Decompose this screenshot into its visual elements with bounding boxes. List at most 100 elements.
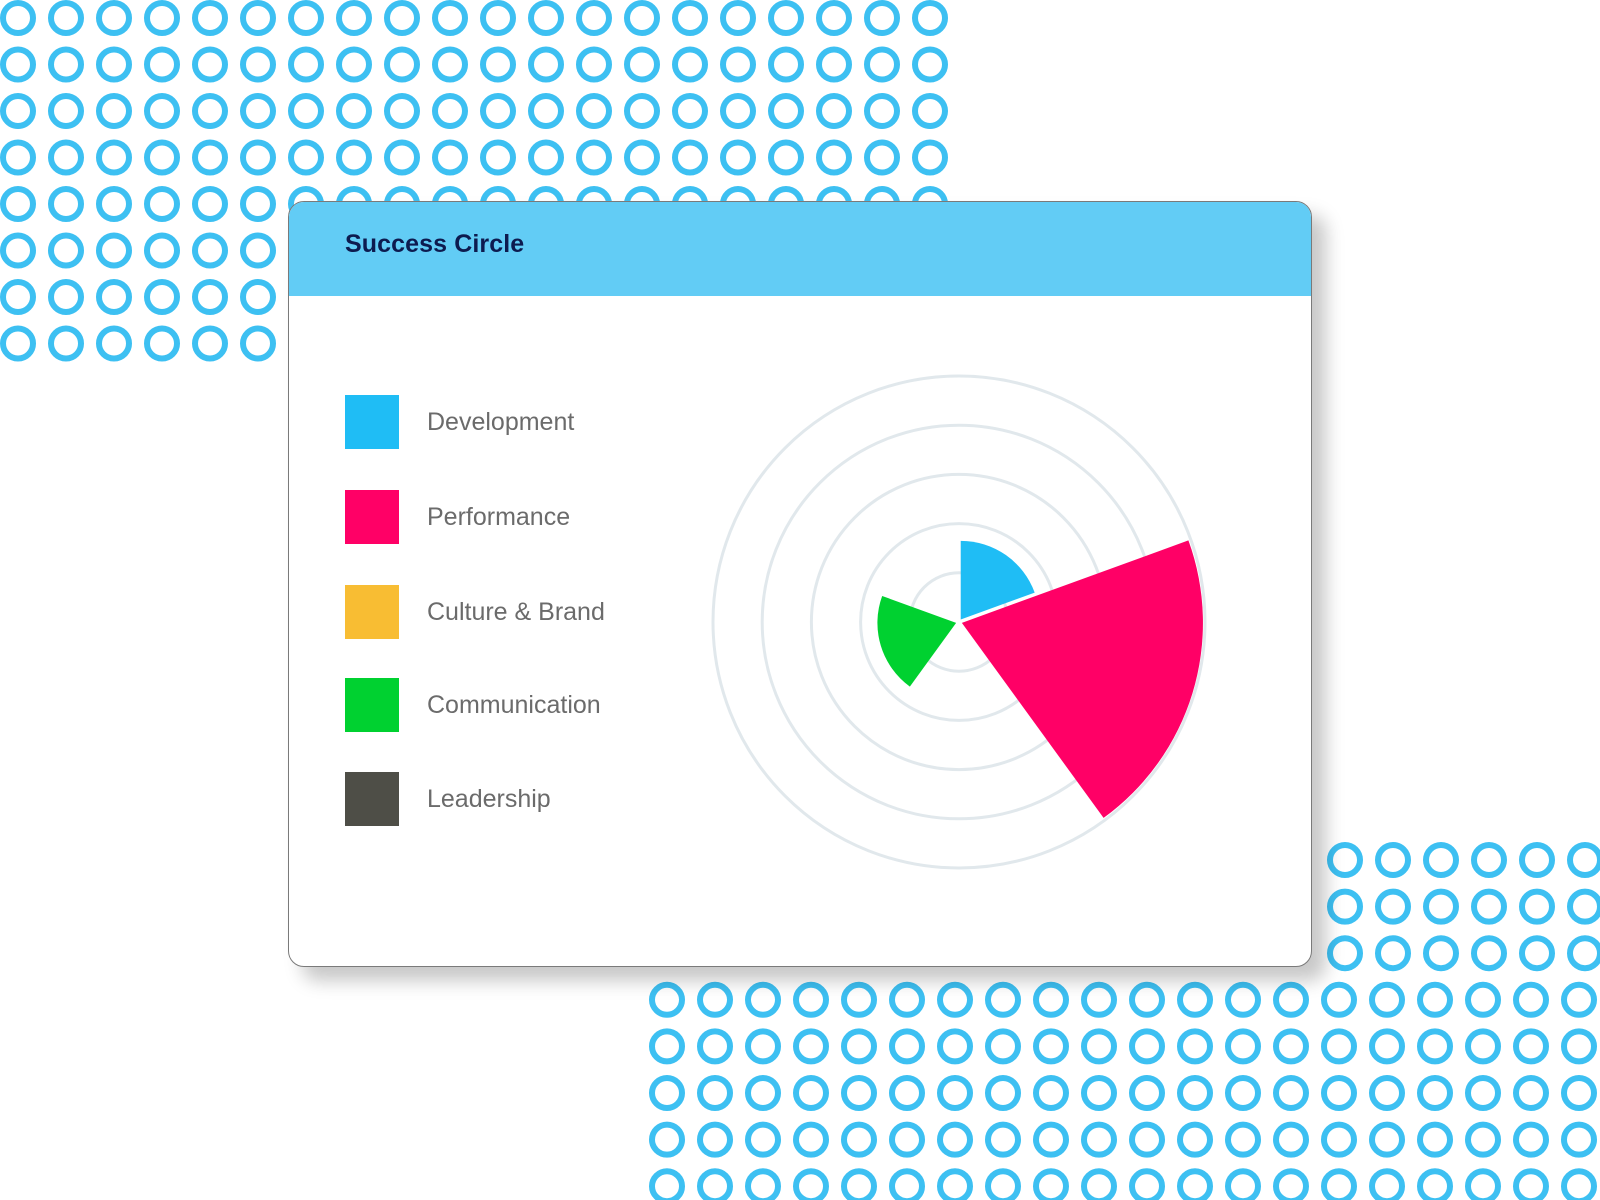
pattern-ring — [1129, 1075, 1165, 1111]
pattern-ring — [240, 139, 276, 176]
pattern-ring — [96, 139, 132, 176]
pattern-ring — [624, 46, 660, 83]
pattern-ring — [1033, 1028, 1069, 1065]
pattern-ring — [1567, 842, 1600, 878]
pattern-ring — [0, 46, 36, 83]
pattern-ring — [192, 186, 228, 222]
pattern-ring — [624, 0, 660, 36]
pattern-ring — [480, 46, 516, 83]
pattern-ring — [96, 279, 132, 315]
pattern-ring — [649, 981, 685, 1018]
pattern-ring — [1519, 888, 1555, 925]
pattern-ring — [1375, 935, 1411, 972]
legend-swatch-performance — [345, 490, 399, 544]
pattern-ring — [672, 46, 708, 83]
pattern-ring — [1033, 1121, 1069, 1158]
pattern-ring — [96, 232, 132, 269]
pattern-ring — [1513, 1168, 1549, 1200]
pattern-ring — [432, 46, 468, 83]
pattern-ring — [1561, 981, 1597, 1018]
pattern-ring — [768, 93, 804, 129]
pattern-ring — [48, 0, 84, 36]
pattern-ring — [793, 981, 829, 1018]
card-title: Success Circle — [345, 230, 525, 258]
pattern-ring — [912, 93, 948, 129]
pattern-ring — [1321, 1075, 1357, 1111]
pattern-ring — [0, 232, 36, 269]
pattern-ring — [793, 1121, 829, 1158]
pattern-ring — [1177, 1121, 1213, 1158]
pattern-ring — [1567, 888, 1600, 925]
chart-sectors — [877, 540, 1203, 818]
pattern-ring — [1225, 1075, 1261, 1111]
pattern-ring — [240, 46, 276, 83]
pattern-ring — [1561, 1028, 1597, 1065]
pattern-ring — [1369, 1121, 1405, 1158]
pattern-ring — [1177, 981, 1213, 1018]
pattern-ring — [720, 139, 756, 176]
pattern-ring — [1423, 842, 1459, 878]
pattern-ring — [1513, 1075, 1549, 1111]
pattern-ring — [1327, 935, 1363, 972]
pattern-ring — [1465, 981, 1501, 1018]
pattern-ring — [0, 325, 36, 362]
pattern-ring — [240, 232, 276, 269]
pattern-ring — [48, 93, 84, 129]
pattern-ring — [240, 325, 276, 362]
pattern-ring — [793, 1028, 829, 1065]
pattern-ring — [192, 0, 228, 36]
pattern-ring — [528, 46, 564, 83]
pattern-ring — [528, 139, 564, 176]
pattern-ring — [384, 93, 420, 129]
pattern-ring — [720, 93, 756, 129]
pattern-ring — [1369, 981, 1405, 1018]
pattern-ring — [576, 139, 612, 176]
legend-label-performance: Performance — [427, 502, 571, 531]
pattern-ring — [96, 186, 132, 222]
pattern-ring — [1321, 1028, 1357, 1065]
pattern-ring — [1465, 1028, 1501, 1065]
pattern-ring — [889, 1028, 925, 1065]
pattern-ring — [192, 279, 228, 315]
pattern-ring — [697, 981, 733, 1018]
pattern-ring — [1375, 888, 1411, 925]
pattern-ring — [1513, 1121, 1549, 1158]
pattern-ring — [192, 93, 228, 129]
pattern-ring — [937, 1075, 973, 1111]
pattern-ring — [432, 93, 468, 129]
sector-development — [960, 540, 1035, 620]
pattern-ring — [432, 139, 468, 176]
pattern-ring — [768, 139, 804, 176]
pattern-ring — [1513, 981, 1549, 1018]
pattern-ring — [768, 0, 804, 36]
pattern-ring — [985, 1075, 1021, 1111]
pattern-ring — [1471, 842, 1507, 878]
pattern-ring — [192, 232, 228, 269]
pattern-ring — [144, 325, 180, 362]
pattern-ring — [0, 0, 36, 36]
pattern-ring — [1561, 1168, 1597, 1200]
pattern-ring — [480, 93, 516, 129]
pattern-ring — [1177, 1075, 1213, 1111]
pattern-ring — [1129, 981, 1165, 1018]
legend-item-communication: Communication — [345, 678, 601, 732]
pattern-ring — [1561, 1121, 1597, 1158]
pattern-ring — [336, 139, 372, 176]
pattern-ring — [384, 139, 420, 176]
sector-communication — [877, 595, 957, 687]
pattern-ring — [1369, 1028, 1405, 1065]
pattern-ring — [288, 139, 324, 176]
pattern-ring — [144, 46, 180, 83]
pattern-ring — [0, 139, 36, 176]
pattern-ring — [841, 1075, 877, 1111]
pattern-ring — [841, 981, 877, 1018]
pattern-ring — [864, 46, 900, 83]
pattern-ring — [985, 1121, 1021, 1158]
pattern-ring — [1327, 888, 1363, 925]
pattern-ring — [745, 1075, 781, 1111]
pattern-ring — [937, 981, 973, 1018]
pattern-ring — [336, 93, 372, 129]
pattern-ring — [1081, 1121, 1117, 1158]
pattern-ring — [432, 0, 468, 36]
card-header: Success Circle — [289, 202, 1311, 296]
